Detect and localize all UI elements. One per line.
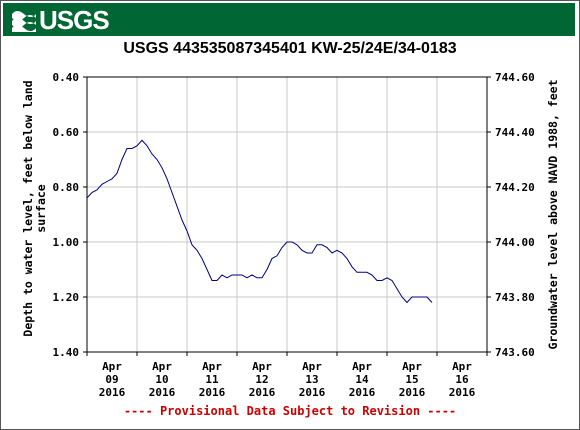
x-tick-labels: Apr092016Apr102016Apr112016Apr122016Apr1… [86, 352, 488, 399]
x-tick-label: 2016 [299, 386, 326, 399]
x-tick-label: 2016 [149, 386, 176, 399]
right-y-axis-label: Groundwater level above NAVD 1988, feet [546, 79, 560, 349]
x-tick-label: Apr [202, 360, 222, 373]
left-y-tick-label: 0.40 [53, 71, 80, 84]
x-tick-label: 10 [155, 373, 168, 386]
left-y-tick-label: 0.60 [53, 126, 80, 139]
left-y-tick-label: 1.20 [53, 291, 80, 304]
x-tick-label: Apr [452, 360, 472, 373]
x-tick-label: 13 [305, 373, 318, 386]
right-y-tick-label: 744.40 [495, 126, 535, 139]
right-y-tick-labels: 744.60 744.40 744.20 744.00 743.80 743.60 [487, 71, 535, 359]
x-tick-label: Apr [152, 360, 172, 373]
x-tick-label: Apr [302, 360, 322, 373]
x-tick-label: 12 [255, 373, 268, 386]
chart-grid [87, 77, 487, 352]
x-tick-label: 2016 [349, 386, 376, 399]
x-tick-label: 2016 [449, 386, 476, 399]
x-tick-label: Apr [402, 360, 422, 373]
x-tick-label: 15 [405, 373, 418, 386]
usgs-header-bar: USGS [3, 3, 575, 36]
left-y-axis-label-line: Depth to water level, feet below land [21, 80, 35, 336]
x-tick-label: Apr [352, 360, 372, 373]
x-tick-label: 2016 [199, 386, 226, 399]
left-y-axis-label: Depth to water level, feet below landsur… [21, 80, 48, 336]
x-tick-label: Apr [102, 360, 122, 373]
plot-border [86, 76, 488, 353]
left-y-axis-label-line: surface [34, 184, 48, 233]
water-level-series-line [86, 139, 433, 304]
left-y-tick-label: 0.80 [53, 181, 80, 194]
x-tick-label: 16 [455, 373, 469, 386]
provisional-data-notice: ---- Provisional Data Subject to Revisio… [123, 404, 457, 418]
usgs-wave-logo-icon [12, 11, 36, 32]
x-tick-label: 14 [355, 373, 369, 386]
left-y-tick-label: 1.40 [53, 346, 80, 359]
right-y-tick-label: 743.80 [495, 291, 535, 304]
right-y-tick-label: 744.00 [495, 236, 535, 249]
x-tick-label: 11 [205, 373, 219, 386]
x-tick-label: Apr [252, 360, 272, 373]
left-y-tick-label: 1.00 [53, 236, 80, 249]
x-tick-label: 2016 [249, 386, 276, 399]
right-y-tick-label: 743.60 [495, 346, 535, 359]
usgs-logo[interactable]: USGS [11, 5, 110, 35]
right-y-tick-label: 744.60 [495, 71, 535, 84]
left-y-tick-labels: 0.40 0.60 0.80 1.00 1.20 1.40 [53, 71, 87, 359]
x-tick-label: 09 [105, 373, 118, 386]
x-tick-label: 2016 [399, 386, 426, 399]
x-tick-label: 2016 [99, 386, 126, 399]
chart-title: USGS 443535087345401 KW-25/24E/34-0183 [123, 40, 457, 57]
right-y-tick-label: 744.20 [495, 181, 535, 194]
usgs-logo-text: USGS [39, 5, 110, 35]
